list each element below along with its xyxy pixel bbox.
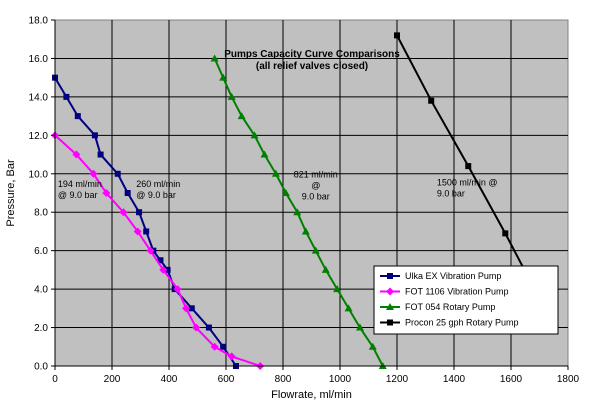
series-2 [51,131,265,370]
data-point [227,92,236,100]
data-point [428,97,435,104]
chart-title: Pumps Capacity Curve Comparisons [224,49,400,60]
series-3 [210,54,387,369]
data-point [502,230,509,237]
data-point [227,352,236,361]
legend-label: Procon 25 gph Rotary Pump [405,318,519,328]
legend-label: FOT 1106 Vibration Pump [405,287,509,297]
data-point [136,209,143,216]
data-point [301,227,310,235]
data-point [260,150,269,158]
annotations: 194 ml/min @ 9.0 bar 260 ml/min @ 9.0 bar 82… [58,170,498,202]
data-point [293,208,302,216]
y-tick-label: 18.0 [29,16,49,27]
data-point [114,170,121,177]
y-tick-label: 14.0 [29,92,49,103]
legend-entry: Procon 25 gph Rotary Pump [380,318,519,328]
data-point [250,131,259,139]
y-tick-label: 12.0 [29,131,49,142]
data-point [281,189,290,196]
legend: Ulka EX Vibration Pump FOT 1106 Vibration… [373,265,559,335]
data-point [237,112,246,120]
x-tick-label: 800 [275,374,292,385]
data-point [133,227,142,236]
legend-box [373,265,559,335]
y-tick-label: 2.0 [34,323,48,334]
legend-entry: FOT 1106 Vibration Pump [380,287,509,297]
data-point [173,285,182,294]
y-tick-label: 10.0 [29,169,49,180]
x-tick-label: 0 [52,374,58,385]
legend-label: FOT 054 Rotary Pump [405,302,495,312]
axes: 0 200 400 600 800 1000 1200 1400 1600 1800 0.0 2.0 4… [29,16,580,386]
data-point [164,266,171,273]
y-tick-label: 16.0 [29,54,49,65]
data-point [344,304,353,312]
data-point [124,190,131,196]
data-point [63,93,70,100]
x-axis-title: Flowrate, ml/min [271,389,352,401]
y-tick-label: 0.0 [34,362,48,373]
data-point [311,246,320,254]
data-point [386,303,394,310]
data-point [387,273,393,279]
x-tick-label: 400 [161,374,178,385]
data-point [97,151,104,158]
data-point [91,132,98,139]
data-point [72,150,81,159]
data-point [159,265,168,274]
y-tick-label: 4.0 [34,285,48,296]
data-point [465,163,472,170]
data-point [188,305,195,312]
x-tick-label: 1400 [443,374,466,385]
data-point [119,208,128,217]
data-point [210,54,219,62]
legend-label: Ulka EX Vibration Pump [405,271,501,281]
data-point [368,342,377,350]
y-tick-label: 8.0 [34,208,48,219]
data-point [355,323,364,331]
data-point [321,265,330,273]
legend-entry: FOT 054 Rotary Pump [380,302,495,312]
data-point [146,246,155,255]
data-point [387,319,393,326]
x-tick-label: 1800 [557,374,580,385]
annotation-label: 1500 ml/min @9.0 bar [437,177,498,198]
data-point [333,285,342,293]
x-tick-label: 200 [104,374,121,385]
data-point [102,189,111,197]
x-tick-label: 1600 [500,374,523,385]
data-point [157,257,164,264]
x-tick-label: 600 [218,374,235,385]
y-axis-title: Pressure, Bar [5,159,17,227]
data-point [386,287,394,296]
data-point [205,324,212,331]
data-point [74,113,81,120]
chart-subtitle: (all relief valves closed) [256,61,368,72]
data-point [192,323,201,332]
y-tick-label: 6.0 [34,246,48,257]
legend-entry: Ulka EX Vibration Pump [380,271,501,281]
data-point [271,169,280,177]
x-tick-label: 1200 [386,374,409,385]
data-point [143,228,150,235]
data-point [210,342,219,351]
x-tick-label: 1000 [329,374,352,385]
annotation-label: 194 ml/min @ 9.0 bar [58,179,102,200]
data-point [220,343,227,350]
annotation-label: 260 ml/min @ 9.0 bar [136,179,180,200]
series-line [54,134,261,367]
series-group [51,32,543,370]
data-point [219,73,228,81]
data-point [89,169,98,178]
data-point [182,304,191,313]
annotation-label: 821 ml/min @9.0 bar [294,170,338,202]
data-point [394,32,400,39]
